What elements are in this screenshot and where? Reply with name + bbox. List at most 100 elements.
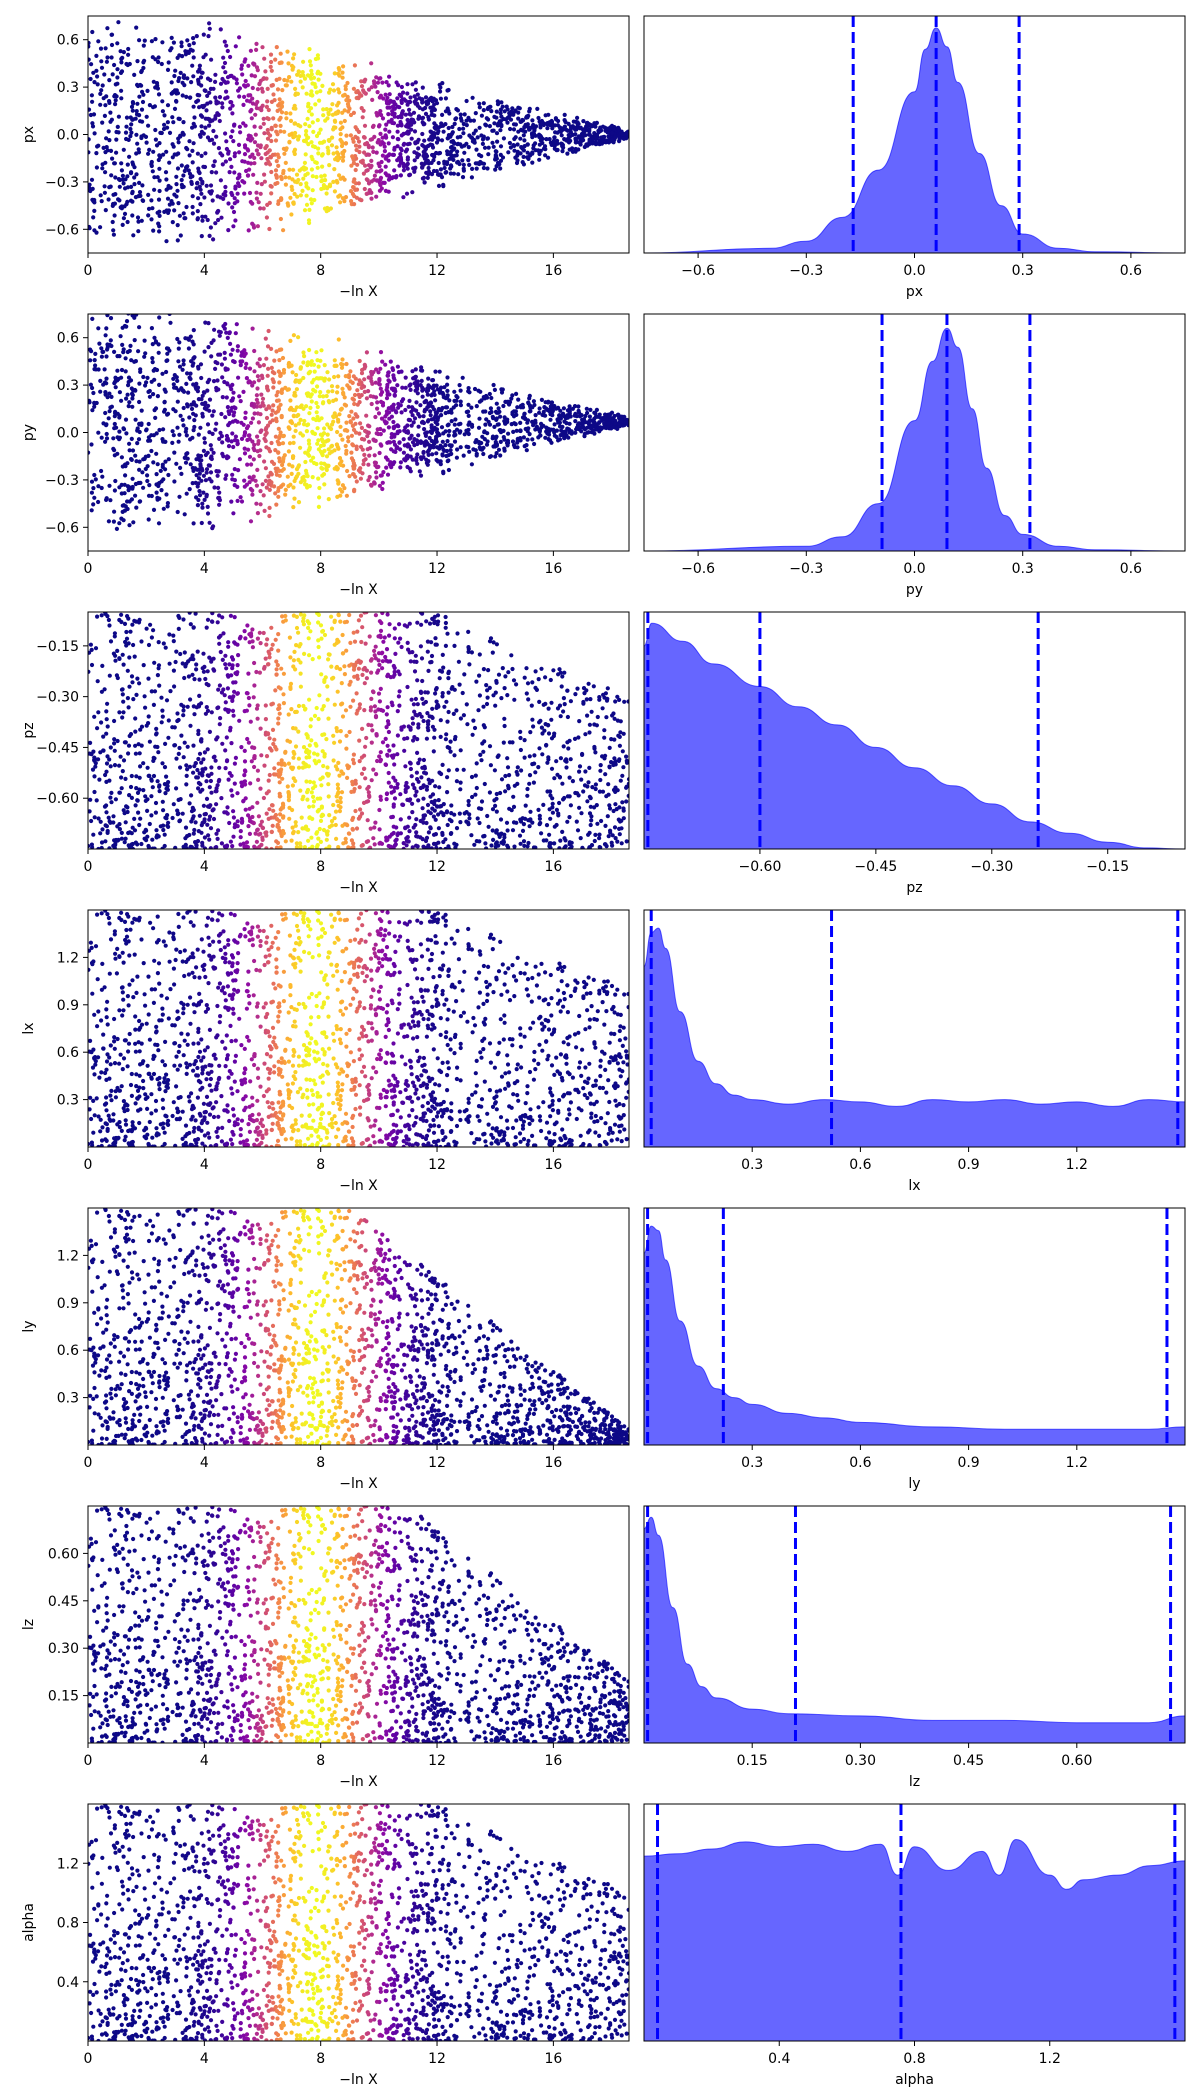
sample-point [426, 165, 431, 171]
sample-point [423, 105, 428, 111]
sample-point [413, 87, 418, 92]
sample-point [191, 355, 196, 361]
sample-point [558, 714, 563, 719]
sample-point [397, 622, 402, 627]
sample-point [130, 117, 135, 122]
sample-point [110, 219, 115, 225]
sample-point [155, 462, 160, 467]
plot-area [644, 16, 1185, 253]
sample-point [368, 190, 374, 195]
sample-point [403, 375, 408, 380]
sample-point [301, 138, 307, 143]
sample-point [322, 376, 328, 381]
sample-point [320, 83, 325, 88]
sample-point [259, 428, 264, 433]
sample-point [106, 617, 111, 623]
sample-point [115, 81, 120, 86]
sample-point [383, 362, 388, 367]
sample-point [345, 80, 350, 86]
sample-point [137, 180, 142, 185]
sample-point [454, 398, 459, 403]
sample-point [207, 138, 212, 143]
sample-point [384, 465, 389, 470]
sample-point [136, 219, 141, 224]
sample-point [405, 442, 410, 447]
sample-point [451, 171, 456, 176]
sample-point [320, 164, 325, 169]
sample-point [235, 348, 240, 353]
sample-point [215, 836, 220, 842]
sample-point [558, 408, 563, 413]
sample-point [109, 404, 114, 409]
sample-point [229, 499, 234, 504]
sample-point [292, 191, 297, 197]
x-tick-label: 8 [316, 263, 325, 279]
sample-point [351, 374, 356, 379]
sample-point [150, 342, 155, 347]
sample-point [105, 148, 110, 153]
sample-point [618, 418, 623, 423]
sample-point [287, 441, 293, 446]
sample-point [412, 709, 417, 714]
sample-point [295, 194, 300, 199]
sample-point [121, 426, 126, 431]
sample-point [223, 189, 228, 194]
sample-point [235, 441, 240, 446]
sample-point [214, 802, 219, 807]
sample-point [160, 40, 165, 45]
sample-point [413, 165, 418, 170]
sample-point [348, 133, 353, 138]
sample-point [315, 441, 320, 446]
sample-point [474, 438, 479, 443]
sample-point [263, 466, 268, 471]
sample-point [113, 175, 118, 180]
sample-point [325, 145, 330, 150]
sample-point [439, 413, 444, 418]
sample-point [278, 129, 283, 134]
sample-point [121, 503, 126, 508]
sample-point [207, 397, 213, 402]
sample-point [188, 175, 193, 180]
sample-point [88, 44, 91, 49]
sample-point [197, 693, 202, 699]
sample-point [199, 83, 204, 88]
sample-point [371, 149, 376, 154]
sample-point [436, 459, 441, 464]
sample-point [135, 676, 140, 681]
sample-point [181, 211, 186, 216]
sample-point [177, 340, 182, 345]
sample-point [246, 63, 251, 68]
sample-point [192, 115, 197, 120]
sample-point [338, 433, 343, 438]
sample-point [238, 399, 243, 404]
sample-point [215, 378, 220, 383]
sample-point [436, 826, 441, 831]
sample-point [278, 812, 283, 817]
sample-point [238, 495, 243, 500]
sample-point [336, 87, 341, 92]
sample-point [492, 424, 497, 429]
sample-point [481, 395, 486, 400]
sample-point [259, 182, 264, 187]
sample-point [482, 145, 488, 150]
sample-point [176, 346, 181, 351]
sample-point [330, 389, 335, 394]
sample-point [331, 733, 336, 738]
sample-point [174, 182, 179, 187]
y-tick-label: 0.6 [57, 331, 79, 347]
sample-point [176, 201, 181, 206]
sample-point [143, 351, 148, 356]
sample-point [324, 466, 329, 471]
sample-point [477, 416, 482, 421]
sample-point [178, 233, 183, 238]
sample-point [252, 74, 258, 79]
sample-point [242, 446, 247, 451]
sample-point [260, 45, 265, 50]
sample-point [209, 57, 214, 62]
sample-point [481, 134, 486, 139]
sample-point [539, 421, 544, 426]
sample-point [514, 391, 519, 396]
sample-point [207, 233, 212, 238]
x-axis-label: py [906, 582, 923, 598]
sample-point [327, 377, 332, 382]
